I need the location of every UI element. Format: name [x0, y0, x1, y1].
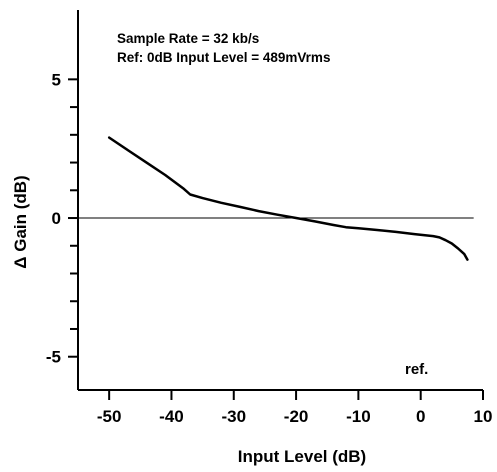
- series-line: [107, 136, 469, 261]
- annotation-sample-rate: Sample Rate = 32 kb/s: [117, 31, 259, 46]
- y-tick-label: 5: [52, 70, 61, 89]
- x-axis-title: Input Level (dB): [238, 447, 366, 466]
- y-tick-label: -5: [46, 348, 61, 367]
- x-tick-label: -10: [346, 407, 371, 426]
- y-tick-label: 0: [52, 209, 61, 228]
- y-axis-title: Δ Gain (dB): [11, 175, 30, 268]
- ticks: [68, 78, 484, 400]
- axes: [77, 10, 483, 391]
- tick-labels: -50 -40 -30 -20 -10 0 10-505: [46, 70, 493, 426]
- annotation-reference: Ref: 0dB Input Level = 489mVrms: [117, 50, 330, 65]
- x-tick-label: -50: [97, 407, 122, 426]
- x-tick-label: 0: [416, 407, 425, 426]
- x-tick-label: -30: [221, 407, 246, 426]
- x-tick-label: -40: [159, 407, 184, 426]
- x-tick-label: 10: [474, 407, 493, 426]
- x-tick-label: -20: [284, 407, 309, 426]
- ref-label: ref.: [405, 361, 428, 378]
